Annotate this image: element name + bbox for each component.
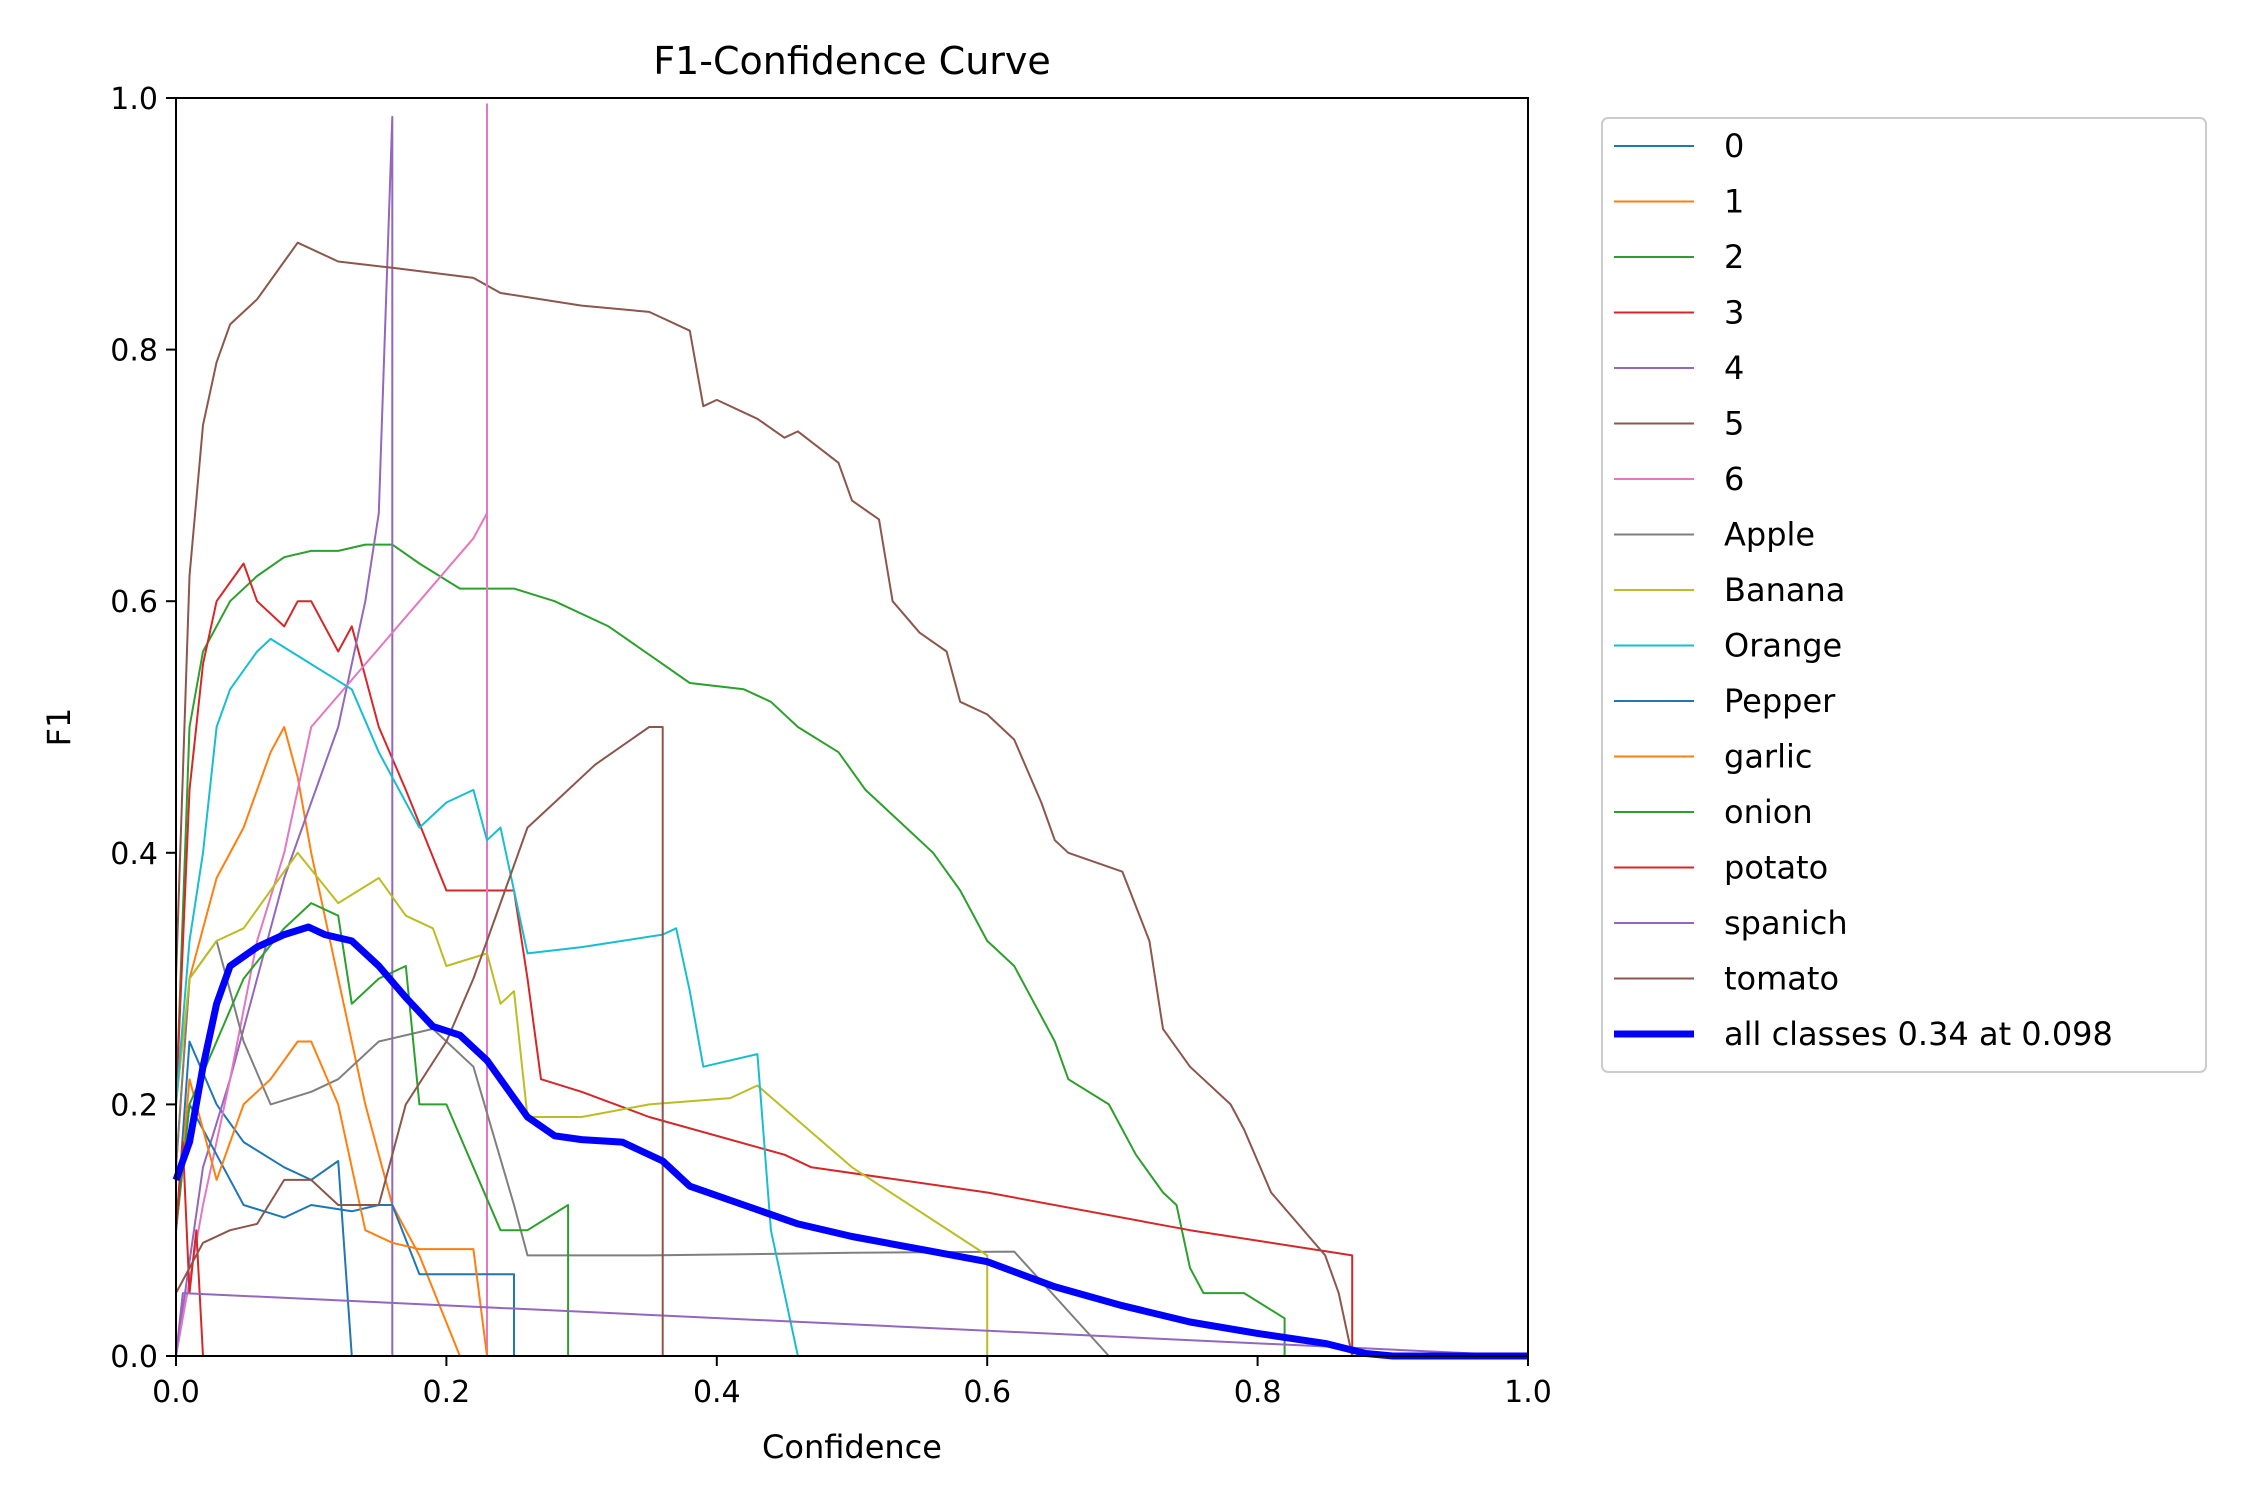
series-line-0 — [175, 1040, 1528, 1357]
series-line-5 — [175, 241, 1528, 1357]
y-axis-label: F1 — [40, 708, 78, 747]
series-line-11 — [175, 1040, 1528, 1357]
legend-label-15: tomato — [1724, 960, 1839, 998]
legend-label-7: Apple — [1724, 516, 1815, 554]
y-tick-label: 1.0 — [110, 82, 158, 117]
legend-label-9: Orange — [1724, 627, 1842, 665]
series-line-10 — [175, 1103, 1528, 1357]
legend-label-0: 0 — [1724, 127, 1744, 165]
y-tick-label: 0.2 — [110, 1088, 158, 1123]
series-line-8 — [175, 851, 1528, 1357]
series-line-1 — [175, 726, 1528, 1357]
x-tick-label: 1.0 — [1504, 1375, 1552, 1410]
legend-label-8: Banana — [1724, 571, 1845, 609]
legend-label-16: all classes 0.34 at 0.098 — [1724, 1015, 2113, 1053]
x-axis-label: Confidence — [762, 1428, 942, 1466]
series-line-4 — [175, 115, 1528, 1357]
series-line-12 — [175, 902, 1528, 1357]
legend-label-14: spanich — [1724, 904, 1848, 942]
chart-title: F1-Confidence Curve — [653, 39, 1051, 83]
legend-label-11: garlic — [1724, 738, 1812, 776]
legend-label-5: 5 — [1724, 405, 1744, 443]
legend-label-13: potato — [1724, 849, 1828, 887]
y-tick-label: 0.6 — [110, 585, 158, 620]
series-line-9 — [175, 637, 1528, 1357]
series-line-14 — [175, 1292, 1529, 1357]
legend-label-4: 4 — [1724, 349, 1744, 387]
y-tick-label: 0.4 — [110, 837, 158, 872]
legend-label-6: 6 — [1724, 460, 1744, 498]
legend-label-12: onion — [1724, 793, 1813, 831]
x-tick-label: 0.2 — [423, 1375, 471, 1410]
x-tick-label: 0.8 — [1234, 1375, 1282, 1410]
series-line-16 — [172, 923, 1528, 1360]
legend: 0 1 2 3 4 5 6 Apple Banana Orange Pepper garlic onio… — [1601, 117, 2207, 1073]
x-tick-label: 0.6 — [963, 1375, 1011, 1410]
legend-label-10: Pepper — [1724, 682, 1836, 720]
series-line-3 — [175, 562, 1528, 1357]
legend-label-2: 2 — [1724, 238, 1744, 276]
series-line-2 — [175, 543, 1528, 1357]
legend-box — [1601, 117, 2207, 1073]
series-line-15 — [175, 726, 1528, 1357]
y-tick-label: 0.0 — [110, 1340, 158, 1375]
series-line-6 — [175, 103, 1528, 1357]
legend-label-1: 1 — [1724, 183, 1744, 221]
y-axis: 0.0 0.2 0.4 0.6 0.8 1.0 — [110, 82, 176, 1375]
x-tick-label: 0.4 — [693, 1375, 741, 1410]
y-tick-label: 0.8 — [110, 334, 158, 369]
plot-lines — [172, 103, 1529, 1360]
plot-frame — [175, 97, 1529, 1357]
x-tick-label: 0.0 — [152, 1375, 200, 1410]
x-axis: 0.0 0.2 0.4 0.6 0.8 1.0 — [152, 1356, 1552, 1410]
legend-label-3: 3 — [1724, 294, 1744, 332]
